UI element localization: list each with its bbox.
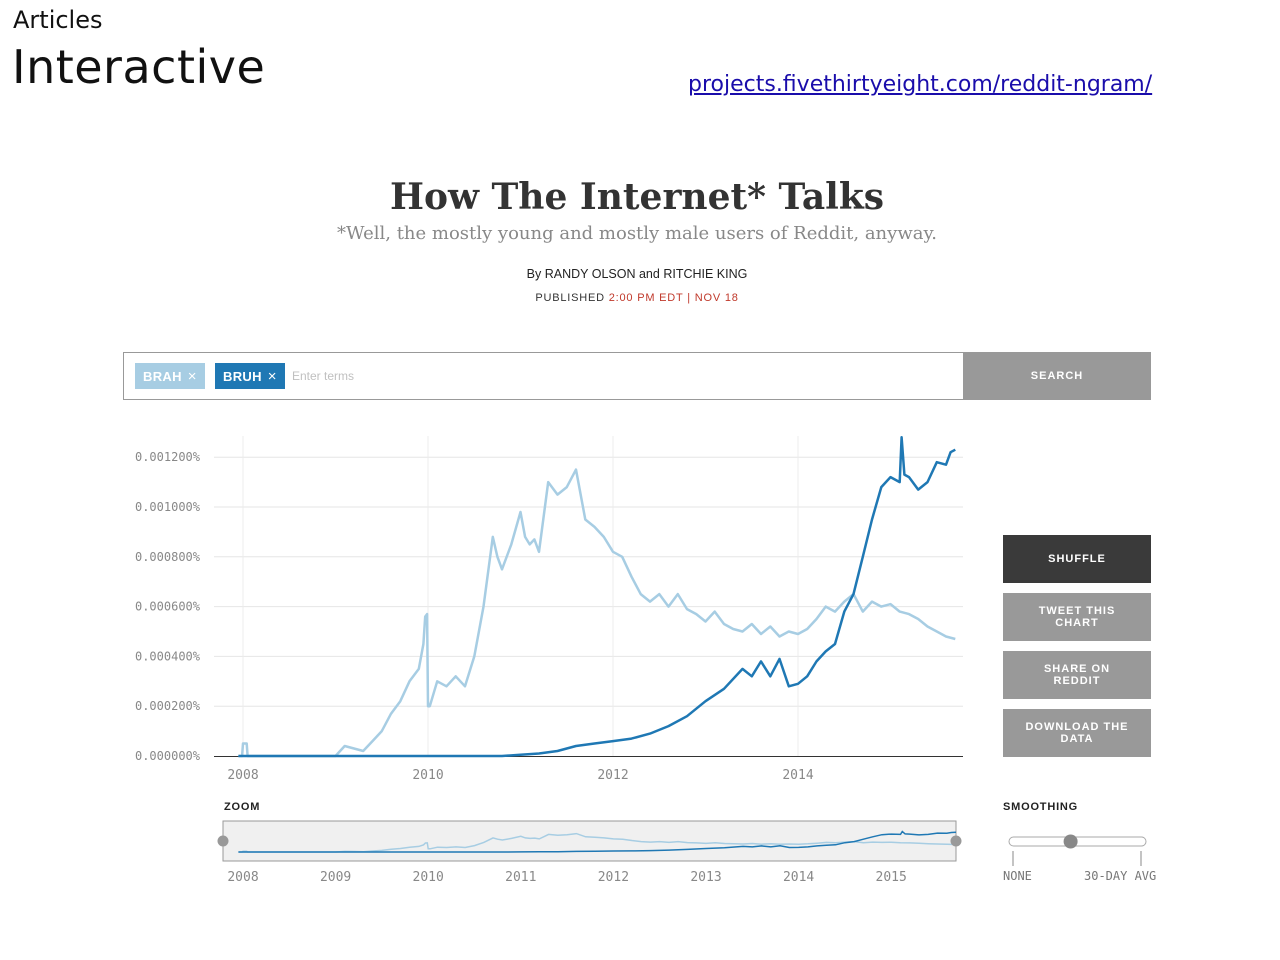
author-1[interactable]: RANDY OLSON xyxy=(544,267,636,281)
x-tick-label: 2012 xyxy=(597,768,628,783)
slider-knob[interactable] xyxy=(1063,834,1078,849)
article-dek: *Well, the mostly young and mostly male … xyxy=(337,223,937,244)
byline: By RANDY OLSON and RITCHIE KING xyxy=(0,267,1274,281)
x-axis-labels: 2008 2010 2012 2014 xyxy=(227,768,813,783)
zoom-panel[interactable] xyxy=(217,820,962,862)
x-tick-label: 2014 xyxy=(782,768,813,783)
zoom-tick-label: 2011 xyxy=(505,870,536,885)
zoom-tick-label: 2008 xyxy=(227,870,258,885)
search-button[interactable]: SEARCH xyxy=(963,352,1151,400)
y-tick-label: 0.000800% xyxy=(135,550,201,564)
published-label: PUBLISHED xyxy=(535,292,605,304)
zoom-axis-labels: 2008 2009 2010 2011 2012 2013 2014 2015 xyxy=(227,870,907,885)
y-tick-label: 0.001200% xyxy=(135,450,201,464)
smoothing-max-label: 30-DAY AVG xyxy=(1084,869,1157,883)
term-chip-label: BRAH xyxy=(143,368,182,384)
x-tick-label: 2010 xyxy=(412,768,443,783)
download-data-button[interactable]: DOWNLOAD THE DATA xyxy=(1003,709,1151,757)
y-tick-label: 0.001000% xyxy=(135,500,201,514)
close-icon[interactable]: × xyxy=(187,367,197,385)
close-icon[interactable]: × xyxy=(267,367,277,385)
published-time: 2:00 PM EDT xyxy=(608,292,684,304)
zoom-tick-label: 2012 xyxy=(598,870,629,885)
byline-and: and xyxy=(638,267,660,281)
smoothing-label: SMOOTHING xyxy=(1003,801,1079,813)
zoom-window[interactable] xyxy=(222,820,957,862)
article-headline: How The Internet* Talks xyxy=(389,176,885,218)
published-date: NOV 18 xyxy=(694,292,739,304)
zoom-tick-label: 2014 xyxy=(783,870,814,885)
zoom-right-handle[interactable] xyxy=(950,835,962,847)
smoothing-min-label: NONE xyxy=(1003,869,1032,883)
series-line-bruh xyxy=(238,436,956,758)
series-line-brah xyxy=(238,468,956,758)
terms-input[interactable] xyxy=(292,365,492,387)
zoom-tick-label: 2015 xyxy=(876,870,907,885)
zoom-tick-label: 2013 xyxy=(690,870,721,885)
zoom-tick-label: 2010 xyxy=(413,870,444,885)
zoom-left-handle[interactable] xyxy=(217,835,229,847)
y-tick-label: 0.000400% xyxy=(135,649,201,663)
share-reddit-button[interactable]: SHARE ON REDDIT xyxy=(1003,651,1151,699)
y-tick-label: 0.000200% xyxy=(135,699,201,713)
slide-title: Interactive xyxy=(12,40,266,94)
x-tick-label: 2008 xyxy=(227,768,258,783)
byline-prefix: By xyxy=(526,267,542,281)
search-bar: BRAH × BRUH × xyxy=(123,352,964,400)
y-axis-labels: 0.000000% 0.000200% 0.000400% 0.000600% 0.00… xyxy=(135,450,201,763)
zoom-series-line-bruh xyxy=(238,830,957,853)
author-2[interactable]: RITCHIE KING xyxy=(663,267,748,281)
zoom-label: ZOOM xyxy=(224,801,261,813)
tweet-chart-button[interactable]: TWEET THIS CHART xyxy=(1003,593,1151,641)
smoothing-slider[interactable] xyxy=(1008,834,1147,867)
zoom-series-line-brah xyxy=(238,832,957,853)
term-chip-bruh[interactable]: BRUH × xyxy=(215,363,285,389)
zoom-series xyxy=(238,830,957,853)
article-link[interactable]: projects.fivethirtyeight.com/reddit-ngra… xyxy=(688,72,1153,97)
term-chip-label: BRUH xyxy=(223,368,262,384)
published-separator: | xyxy=(687,292,691,304)
y-tick-label: 0.000600% xyxy=(135,600,201,614)
published-line: PUBLISHED 2:00 PM EDT | NOV 18 xyxy=(0,292,1274,304)
shuffle-button[interactable]: SHUFFLE xyxy=(1003,535,1151,583)
chart-series[interactable] xyxy=(238,436,956,758)
zoom-tick-label: 2009 xyxy=(320,870,351,885)
slide-kicker: Articles xyxy=(13,6,103,34)
term-chip-brah[interactable]: BRAH × xyxy=(135,363,205,389)
chart-grid xyxy=(214,436,963,756)
y-tick-label: 0.000000% xyxy=(135,749,201,763)
